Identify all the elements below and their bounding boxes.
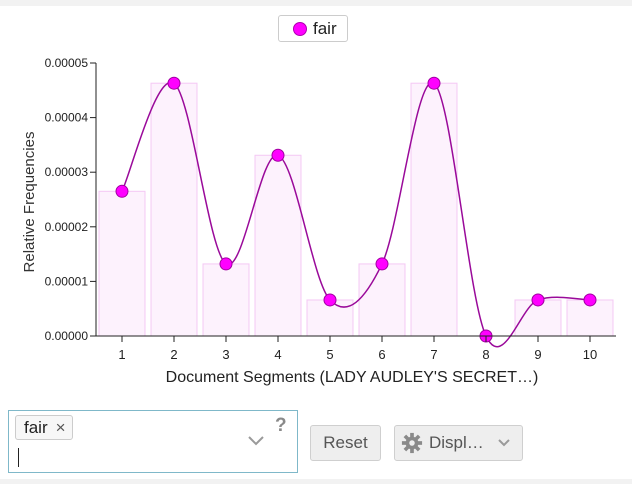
x-tick-label: 5 xyxy=(326,347,333,362)
x-tick-label: 10 xyxy=(583,347,597,362)
term-input-box[interactable]: fair × ? xyxy=(8,410,298,473)
help-icon[interactable]: ? xyxy=(275,415,287,436)
y-tick-label: 0.00005 xyxy=(45,56,89,70)
data-point xyxy=(323,293,337,307)
data-point xyxy=(115,184,129,198)
data-point xyxy=(219,257,233,271)
x-axis-label: Document Segments (LADY AUDLEY'S SECRET…… xyxy=(166,369,539,386)
x-tick-label: 8 xyxy=(482,347,489,362)
y-tick-label: 0.00002 xyxy=(45,220,89,234)
y-axis-label: Relative Frequencies xyxy=(21,132,38,273)
bar xyxy=(254,154,302,337)
bar xyxy=(410,82,458,337)
x-tick-label: 7 xyxy=(430,347,437,362)
y-tick-label: 0.00001 xyxy=(45,274,89,288)
bar xyxy=(150,82,198,337)
x-tick-label: 1 xyxy=(118,347,125,362)
x-tick-label: 4 xyxy=(274,347,281,362)
term-chip: fair × xyxy=(15,415,73,440)
x-tick-label: 6 xyxy=(378,347,385,362)
bar xyxy=(202,263,250,337)
data-point xyxy=(167,76,181,90)
axes-layer: 0.00000 0.00001 0.00002 0.00003 0.00004 0.000… xyxy=(45,56,616,362)
y-tick-label: 0.00000 xyxy=(45,329,89,343)
display-button-label: Displ… xyxy=(429,433,484,452)
display-options-button[interactable]: Displ… xyxy=(394,425,523,461)
points-layer xyxy=(115,76,597,343)
data-point xyxy=(531,293,545,307)
legend[interactable]: fair xyxy=(278,15,348,42)
legend-marker xyxy=(293,21,307,36)
bar xyxy=(358,263,406,337)
data-point xyxy=(271,148,285,162)
data-point xyxy=(375,257,389,271)
data-point xyxy=(583,293,597,307)
data-point xyxy=(427,76,441,90)
bar xyxy=(98,190,146,337)
bottom-strip xyxy=(0,479,632,484)
chevron-down-icon[interactable] xyxy=(245,433,267,449)
gear-icon xyxy=(401,432,423,454)
term-chip-label: fair xyxy=(24,417,48,437)
x-tick-label: 3 xyxy=(222,347,229,362)
x-tick-label: 9 xyxy=(534,347,541,362)
top-strip xyxy=(0,0,632,6)
chevron-down-icon xyxy=(498,439,510,447)
reset-button-label: Reset xyxy=(323,433,368,452)
reset-button[interactable]: Reset xyxy=(310,425,381,461)
x-tick-label: 2 xyxy=(170,347,177,362)
y-tick-label: 0.00004 xyxy=(45,111,89,125)
legend-label: fair xyxy=(313,18,337,38)
bars-layer xyxy=(98,82,614,337)
text-caret xyxy=(18,448,19,467)
frequency-chart: 0.00000 0.00001 0.00002 0.00003 0.00004 0.000… xyxy=(21,56,616,386)
y-tick-label: 0.00003 xyxy=(45,165,89,179)
remove-term-button[interactable]: × xyxy=(55,418,66,437)
